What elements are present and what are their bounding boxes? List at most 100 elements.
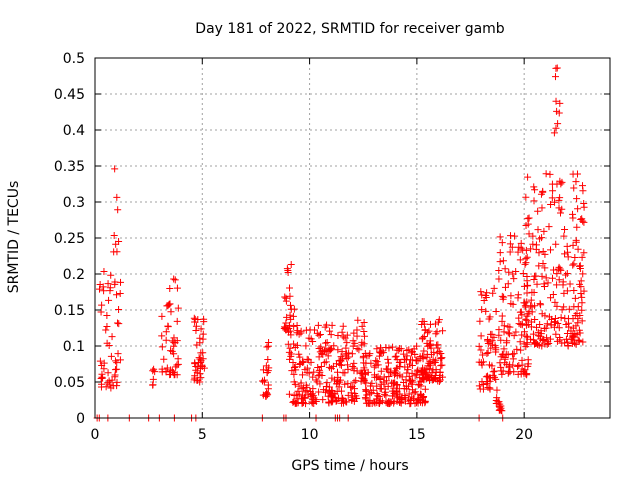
data-point	[108, 333, 116, 341]
data-point	[541, 264, 549, 272]
data-point	[553, 270, 561, 278]
data-point	[305, 334, 313, 342]
data-point	[284, 340, 292, 348]
data-point	[338, 348, 346, 356]
data-point	[193, 368, 201, 376]
data-point	[406, 376, 414, 384]
data-point	[403, 369, 411, 377]
data-point	[571, 254, 579, 262]
data-point	[426, 337, 434, 345]
data-point	[191, 360, 199, 368]
data-point	[420, 320, 428, 328]
data-point	[309, 385, 317, 393]
data-point	[579, 338, 587, 346]
data-point	[538, 342, 546, 350]
data-point	[309, 392, 317, 400]
data-point	[547, 294, 555, 302]
data-point	[289, 312, 297, 320]
data-point	[149, 381, 157, 389]
data-point	[520, 328, 528, 336]
data-point	[522, 332, 530, 340]
data-point	[304, 391, 312, 399]
data-point	[509, 270, 517, 278]
data-point	[303, 355, 311, 363]
data-point	[484, 372, 492, 380]
data-point	[167, 308, 175, 316]
data-point	[425, 327, 433, 335]
data-point	[386, 400, 394, 408]
data-point	[564, 342, 572, 350]
data-point	[522, 255, 530, 263]
data-point	[391, 371, 399, 379]
data-point	[344, 365, 352, 373]
data-point	[520, 299, 528, 307]
data-point	[353, 344, 361, 352]
data-point	[580, 199, 588, 207]
data-point	[543, 320, 551, 328]
data-point	[362, 387, 370, 395]
data-point	[489, 368, 497, 376]
data-point	[553, 302, 561, 310]
data-point	[521, 366, 529, 374]
data-point	[433, 341, 441, 349]
data-point	[485, 315, 493, 323]
data-point	[538, 234, 546, 242]
data-point	[539, 259, 547, 267]
x-tick-label: 15	[408, 427, 426, 443]
data-point	[523, 253, 531, 261]
data-point	[97, 308, 105, 316]
data-point	[552, 64, 560, 72]
data-point	[113, 378, 121, 386]
data-point	[418, 394, 426, 402]
data-point	[105, 296, 113, 304]
data-point	[531, 186, 539, 194]
data-point	[478, 361, 486, 369]
data-point	[514, 362, 522, 370]
data-point	[425, 341, 433, 349]
data-point	[361, 394, 369, 402]
data-point	[98, 373, 106, 381]
data-point	[286, 301, 294, 309]
data-point	[295, 382, 303, 390]
data-point	[377, 367, 385, 375]
data-point	[506, 363, 514, 371]
data-point	[563, 269, 571, 277]
data-point	[115, 305, 123, 313]
data-point	[495, 331, 503, 339]
data-point	[327, 398, 335, 406]
data-point	[355, 346, 363, 354]
data-point	[572, 340, 580, 348]
data-point	[285, 284, 293, 292]
data-point	[500, 293, 508, 301]
data-point	[373, 345, 381, 353]
data-point	[366, 390, 374, 398]
data-point	[298, 371, 306, 379]
data-point	[198, 363, 206, 371]
data-point	[579, 187, 587, 195]
data-point	[400, 350, 408, 358]
data-point	[420, 393, 428, 401]
data-point	[294, 395, 302, 403]
data-point	[162, 367, 170, 375]
data-point	[286, 292, 294, 300]
data-point	[423, 374, 431, 382]
y-tick-label: 0.05	[54, 375, 85, 391]
data-point	[477, 288, 485, 296]
data-point	[358, 322, 366, 330]
data-point	[422, 369, 430, 377]
data-point	[285, 390, 293, 398]
data-point	[302, 400, 310, 408]
data-point	[332, 360, 340, 368]
data-point	[316, 348, 324, 356]
y-tick-label: 0.35	[54, 159, 85, 175]
data-point	[111, 373, 119, 381]
data-point	[511, 232, 519, 240]
data-point	[168, 367, 176, 375]
data-point	[339, 355, 347, 363]
data-point	[505, 368, 513, 376]
data-point	[360, 318, 368, 326]
data-point	[522, 246, 530, 254]
data-point	[550, 323, 558, 331]
data-point	[437, 354, 445, 362]
data-point	[149, 367, 157, 375]
